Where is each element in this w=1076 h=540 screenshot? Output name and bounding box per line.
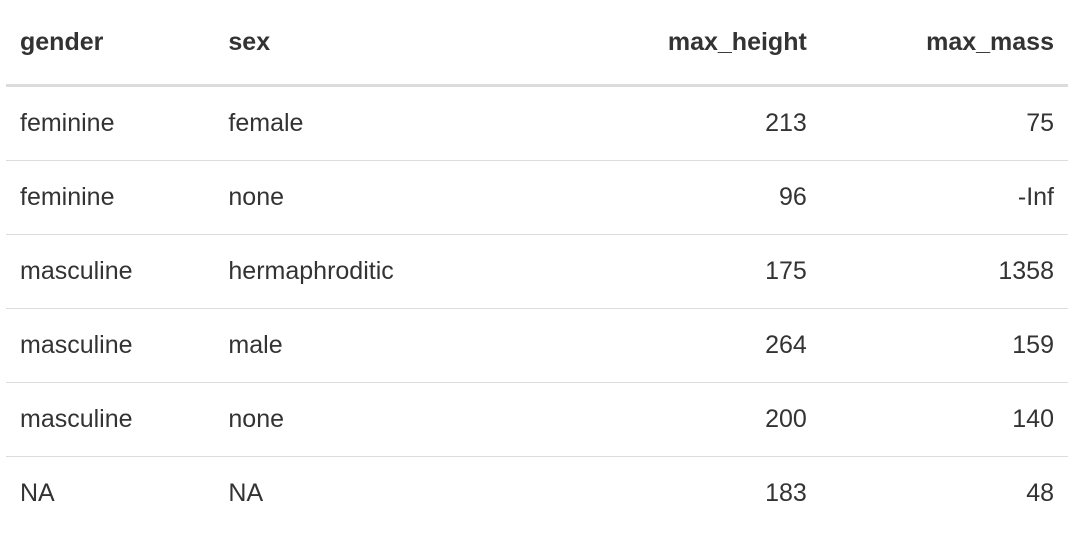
cell-max-height: 264: [512, 308, 821, 383]
cell-max-height: 200: [512, 382, 821, 457]
cell-max-height: 96: [512, 160, 821, 235]
column-header-gender: gender: [6, 0, 215, 87]
cell-sex: none: [214, 160, 513, 235]
table-body: feminine female 213 75 feminine none 96 …: [6, 85, 1068, 531]
cell-gender: masculine: [6, 382, 215, 457]
cell-max-height: 213: [512, 85, 821, 161]
table-row: feminine female 213 75: [6, 85, 1068, 161]
table-row: masculine male 264 159: [6, 308, 1068, 383]
cell-gender: masculine: [6, 234, 215, 309]
cell-sex: NA: [228, 479, 264, 507]
cell-max-mass: 140: [820, 382, 1068, 457]
cell-max-mass: 1358: [820, 234, 1068, 309]
cell-gender: NA: [20, 479, 55, 507]
cell-sex: male: [214, 308, 513, 383]
table-header: gender sex max_height max_mass: [6, 0, 1068, 87]
cell-sex: hermaphroditic: [214, 234, 513, 309]
cell-max-mass: 48: [1026, 479, 1054, 507]
cell-gender: feminine: [6, 160, 215, 235]
header-row: gender sex max_height max_mass: [6, 0, 1068, 87]
column-header-max-height: max_height: [512, 0, 821, 87]
cell-max-height: 183: [765, 479, 807, 507]
table-row: masculine none 200 140: [6, 382, 1068, 457]
data-table: gender sex max_height max_mass feminine …: [6, 0, 1068, 530]
cell-sex: female: [214, 85, 513, 161]
cell-max-mass: 159: [820, 308, 1068, 383]
cell-gender: masculine: [6, 308, 215, 383]
cell-max-height: 175: [512, 234, 821, 309]
column-header-sex: sex: [214, 0, 513, 87]
table-row: NA NA 183 48: [6, 457, 1068, 531]
cell-max-mass: 75: [820, 85, 1068, 161]
cell-max-mass: -Inf: [820, 160, 1068, 235]
column-header-max-mass: max_mass: [820, 0, 1068, 87]
table-row: masculine hermaphroditic 175 1358: [6, 234, 1068, 309]
cell-gender: feminine: [6, 85, 215, 161]
table-row: feminine none 96 -Inf: [6, 160, 1068, 235]
cell-sex: none: [214, 382, 513, 457]
